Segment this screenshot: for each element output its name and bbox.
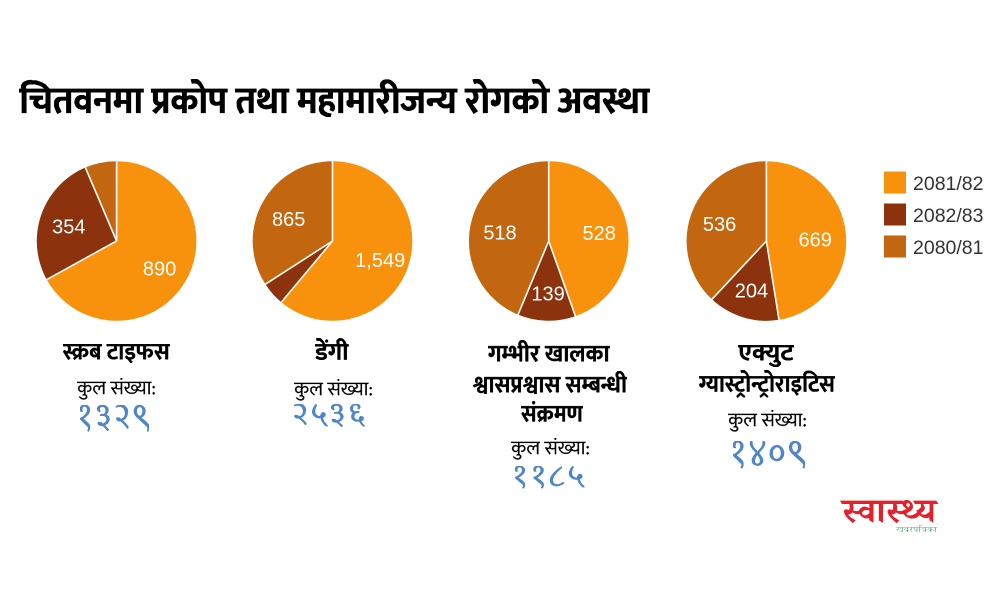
svg-text:2080/81: 2080/81 xyxy=(913,237,984,259)
svg-text:890: 890 xyxy=(143,259,176,281)
svg-text:865: 865 xyxy=(272,209,305,231)
svg-text:354: 354 xyxy=(52,216,85,238)
svg-text:518: 518 xyxy=(483,222,516,244)
svg-text:1,549: 1,549 xyxy=(355,250,405,272)
svg-text:2081/82: 2081/82 xyxy=(913,173,984,195)
svg-text:669: 669 xyxy=(799,229,832,251)
svg-text:204: 204 xyxy=(735,280,768,302)
svg-text:139: 139 xyxy=(531,284,564,306)
svg-text:2082/83: 2082/83 xyxy=(913,205,984,227)
svg-text:536: 536 xyxy=(703,214,736,236)
svg-text:528: 528 xyxy=(583,223,616,245)
